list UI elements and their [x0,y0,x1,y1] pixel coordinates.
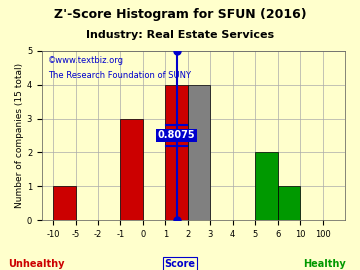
Text: Score: Score [165,259,195,269]
Bar [165,85,188,220]
Text: Industry: Real Estate Services: Industry: Real Estate Services [86,30,274,40]
Bar [255,152,278,220]
Bar [53,186,76,220]
Text: ©www.textbiz.org: ©www.textbiz.org [48,56,124,65]
Text: Z'-Score Histogram for SFUN (2016): Z'-Score Histogram for SFUN (2016) [54,8,306,21]
Bar [278,186,300,220]
Y-axis label: Number of companies (15 total): Number of companies (15 total) [15,63,24,208]
Bar [121,119,143,220]
Text: 0.8075: 0.8075 [158,130,195,140]
Text: Unhealthy: Unhealthy [8,259,64,269]
Bar [188,85,210,220]
Text: The Research Foundation of SUNY: The Research Foundation of SUNY [48,71,191,80]
Text: Healthy: Healthy [303,259,345,269]
